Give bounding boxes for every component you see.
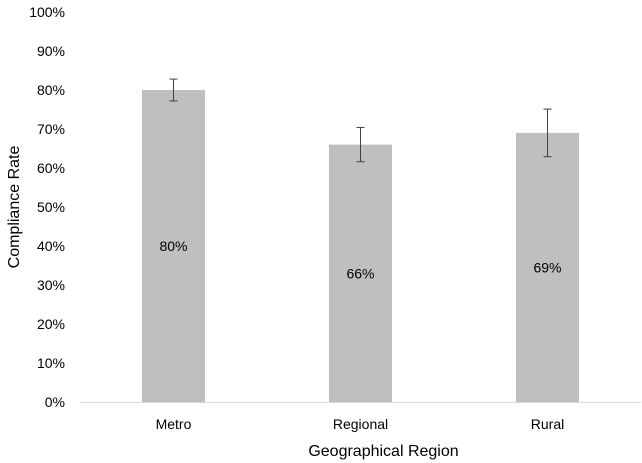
bars-group [142, 90, 579, 402]
y-tick-label: 100% [29, 4, 65, 20]
error-bars-group [169, 78, 552, 163]
y-tick-label: 30% [37, 277, 65, 293]
x-category-label: Regional [333, 416, 388, 432]
data-label: 66% [346, 265, 374, 281]
bar [142, 90, 205, 402]
y-axis: 0% 10% 20% 30% 40% 50% 60% 70% 80% 90% 100% [29, 4, 65, 410]
x-axis-title: Geographical Region [308, 443, 458, 460]
data-label: 80% [159, 238, 187, 254]
y-tick-label: 70% [37, 121, 65, 137]
data-label: 69% [533, 259, 561, 275]
y-tick-label: 10% [37, 355, 65, 371]
y-tick-label: 40% [37, 238, 65, 254]
data-labels-group: 80% 66% 69% [159, 238, 561, 281]
y-tick-label: 90% [37, 43, 65, 59]
y-axis-title: Compliance Rate [6, 146, 23, 269]
x-axis: Metro Regional Rural [156, 416, 565, 432]
y-tick-label: 60% [37, 160, 65, 176]
y-tick-label: 80% [37, 82, 65, 98]
x-category-label: Rural [531, 416, 564, 432]
bar [329, 144, 392, 402]
y-tick-label: 50% [37, 199, 65, 215]
x-category-label: Metro [156, 416, 192, 432]
y-tick-label: 0% [45, 394, 65, 410]
bar [516, 132, 579, 402]
y-tick-label: 20% [37, 316, 65, 332]
